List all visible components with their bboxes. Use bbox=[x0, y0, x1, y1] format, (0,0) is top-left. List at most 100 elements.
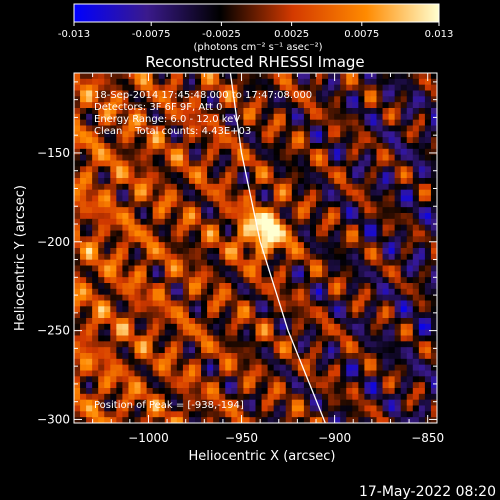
heatmap-cell bbox=[188, 388, 196, 395]
heatmap-cell bbox=[201, 236, 208, 243]
heatmap-cell bbox=[358, 218, 365, 226]
heatmap-cell bbox=[358, 96, 365, 103]
heatmap-cell bbox=[303, 248, 311, 255]
heatmap-cell bbox=[207, 376, 214, 383]
heatmap-cell bbox=[237, 189, 244, 196]
heatmap-cell bbox=[316, 90, 323, 97]
heatmap-cell bbox=[176, 78, 184, 86]
heatmap-cell bbox=[140, 329, 147, 336]
heatmap-cell bbox=[316, 399, 323, 406]
heatmap-cell bbox=[388, 160, 396, 167]
heatmap-cell bbox=[394, 248, 402, 255]
heatmap-cell bbox=[182, 119, 190, 126]
heatmap-cell bbox=[219, 405, 226, 412]
heatmap-cell bbox=[128, 242, 135, 249]
heatmap-cell bbox=[346, 347, 353, 354]
heatmap-cell bbox=[237, 113, 244, 121]
heatmap-cell bbox=[334, 248, 341, 255]
heatmap-cell bbox=[400, 259, 408, 266]
heatmap-cell bbox=[388, 154, 396, 161]
heatmap-cell bbox=[80, 73, 87, 80]
heatmap-cell bbox=[92, 160, 99, 167]
heatmap-cell bbox=[309, 113, 317, 121]
heatmap-cell bbox=[382, 382, 389, 389]
heatmap-cell bbox=[279, 253, 287, 261]
heatmap-cell bbox=[98, 148, 105, 156]
heatmap-cell bbox=[207, 393, 214, 401]
heatmap-cell bbox=[322, 277, 329, 284]
heatmap-cell bbox=[273, 347, 281, 354]
heatmap-cell bbox=[98, 131, 105, 138]
heatmap-cell bbox=[110, 271, 117, 278]
heatmap-cell bbox=[412, 288, 420, 296]
heatmap-cell bbox=[303, 364, 311, 371]
heatmap-cell bbox=[164, 271, 172, 278]
heatmap-cell bbox=[98, 73, 105, 80]
heatmap-cell bbox=[297, 393, 305, 401]
heatmap-cell bbox=[297, 113, 305, 121]
heatmap-cell bbox=[382, 329, 389, 336]
heatmap-cell bbox=[170, 113, 178, 121]
heatmap-cell bbox=[394, 399, 402, 406]
heatmap-cell bbox=[370, 335, 377, 342]
heatmap-cell bbox=[430, 154, 437, 161]
heatmap-cell bbox=[74, 353, 81, 360]
heatmap-cell bbox=[340, 271, 347, 278]
heatmap-cell bbox=[182, 143, 190, 150]
heatmap-cell bbox=[116, 393, 123, 401]
heatmap-cell bbox=[322, 108, 329, 115]
heatmap-cell bbox=[255, 341, 262, 348]
heatmap-cell bbox=[249, 207, 256, 214]
heatmap-cell bbox=[297, 300, 305, 307]
heatmap-cell bbox=[182, 323, 190, 331]
heatmap-cell bbox=[243, 370, 250, 377]
heatmap-cell bbox=[285, 300, 293, 307]
heatmap-cell bbox=[92, 207, 99, 214]
heatmap-cell bbox=[201, 131, 208, 138]
heatmap-cell bbox=[170, 102, 178, 109]
heatmap-cell bbox=[110, 119, 117, 126]
heatmap-cell bbox=[267, 253, 275, 261]
heatmap-cell bbox=[225, 78, 232, 86]
heatmap-cell bbox=[158, 347, 166, 354]
heatmap-cell bbox=[86, 183, 93, 191]
heatmap-cell bbox=[92, 399, 99, 406]
heatmap-cell bbox=[225, 242, 232, 249]
heatmap-cell bbox=[267, 393, 275, 401]
heatmap-cell bbox=[122, 259, 129, 266]
heatmap-cell bbox=[110, 102, 117, 109]
heatmap-cell bbox=[346, 236, 353, 243]
heatmap-cell bbox=[140, 178, 147, 185]
heatmap-cell bbox=[291, 189, 299, 196]
heatmap-cell bbox=[207, 358, 214, 366]
heatmap-cell bbox=[237, 119, 244, 126]
heatmap-cell bbox=[140, 335, 147, 342]
heatmap-cell bbox=[243, 131, 250, 138]
heatmap-cell bbox=[98, 125, 105, 132]
heatmap-cell bbox=[430, 108, 437, 115]
heatmap-cell bbox=[291, 108, 299, 115]
heatmap-cell bbox=[328, 329, 335, 336]
heatmap-cell bbox=[116, 382, 123, 389]
heatmap-cell bbox=[231, 417, 238, 423]
heatmap-cell bbox=[158, 370, 166, 377]
heatmap-cell bbox=[128, 137, 135, 144]
heatmap-cell bbox=[86, 358, 93, 366]
heatmap-cell bbox=[328, 160, 335, 167]
heatmap-cell bbox=[322, 411, 329, 418]
heatmap-cell bbox=[146, 189, 154, 196]
heatmap-cell bbox=[261, 102, 268, 109]
heatmap-cell bbox=[364, 329, 371, 336]
heatmap-cell bbox=[195, 113, 202, 121]
heatmap-cell bbox=[219, 277, 226, 284]
heatmap-cell bbox=[273, 154, 281, 161]
heatmap-cell bbox=[406, 399, 414, 406]
heatmap-cell bbox=[394, 236, 402, 243]
heatmap-cell bbox=[152, 230, 160, 237]
heatmap-cell bbox=[116, 341, 123, 348]
heatmap-cell bbox=[394, 78, 402, 86]
heatmap-cell bbox=[412, 102, 420, 109]
heatmap-cell bbox=[134, 335, 141, 342]
heatmap-cell bbox=[376, 271, 383, 278]
heatmap-cell bbox=[412, 172, 420, 179]
